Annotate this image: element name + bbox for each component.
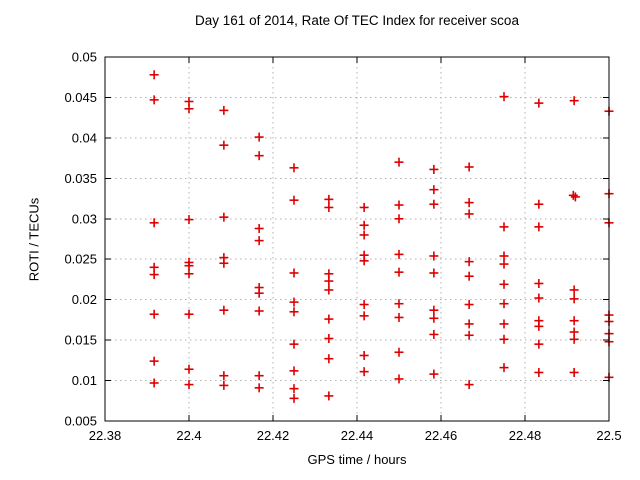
y-tick-label: 0.015 bbox=[64, 333, 97, 348]
x-tick-label: 22.38 bbox=[89, 428, 122, 443]
y-tick-label: 0.005 bbox=[64, 414, 97, 429]
x-tick-label: 22.44 bbox=[341, 428, 374, 443]
x-tick-label: 22.48 bbox=[509, 428, 542, 443]
y-tick-label: 0.03 bbox=[72, 211, 97, 226]
x-axis-label: GPS time / hours bbox=[307, 452, 407, 467]
y-tick-label: 0.02 bbox=[72, 292, 97, 307]
y-tick-label: 0.035 bbox=[64, 171, 97, 186]
y-axis-label: ROTI / TECUs bbox=[26, 197, 42, 282]
y-tick-label: 0.045 bbox=[64, 90, 97, 105]
x-tick-label: 22.42 bbox=[257, 428, 290, 443]
x-tick-label: 22.5 bbox=[596, 428, 621, 443]
y-tick-label: 0.01 bbox=[72, 373, 97, 388]
y-tick-label: 0.04 bbox=[72, 130, 97, 145]
y-tick-label: 0.05 bbox=[72, 50, 97, 65]
x-tick-label: 22.4 bbox=[176, 428, 201, 443]
x-tick-label: 22.46 bbox=[425, 428, 458, 443]
y-tick-label: 0.025 bbox=[64, 252, 97, 267]
chart-title: Day 161 of 2014, Rate Of TEC Index for r… bbox=[195, 13, 519, 28]
plot-border bbox=[104, 56, 610, 422]
